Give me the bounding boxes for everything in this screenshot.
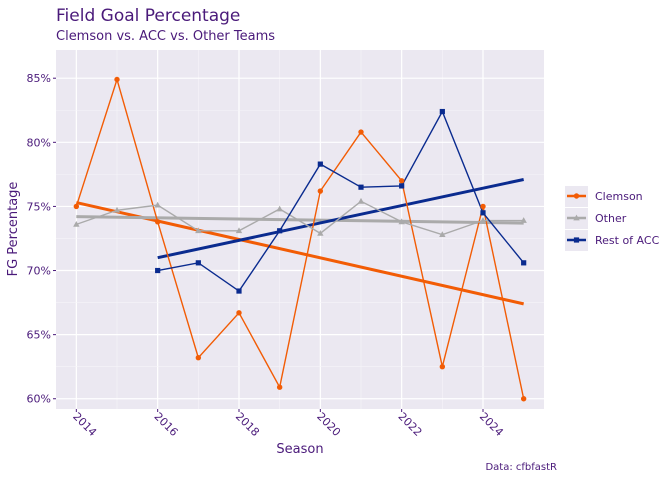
data-point	[235, 227, 243, 234]
data-point	[236, 288, 242, 294]
x-tick-label: 2014	[70, 410, 99, 439]
data-point	[155, 267, 161, 274]
data-point	[317, 188, 324, 194]
data-point	[520, 396, 527, 402]
data-point	[195, 227, 202, 234]
series-markers	[73, 76, 527, 402]
y-tick-label: 70%	[27, 265, 51, 278]
caption: Data: cfbfastR	[485, 462, 557, 473]
y-axis-title: FG Percentage	[6, 182, 21, 277]
y-tick-label: 60%	[27, 393, 51, 406]
data-point	[195, 355, 202, 361]
trend-line-rest-of-acc	[157, 178, 524, 260]
x-tick-label: 2022	[396, 410, 425, 439]
series-line-clemson	[75, 77, 525, 399]
data-point	[358, 184, 364, 190]
data-point	[195, 260, 201, 266]
legend-key-marker	[573, 193, 580, 199]
legend-key-marker	[573, 237, 580, 243]
y-tick-label: 85%	[27, 72, 51, 85]
data-point	[398, 218, 405, 225]
y-tick-label: 75%	[27, 200, 51, 213]
data-point	[480, 203, 486, 210]
series-line-other	[76, 200, 524, 236]
data-point	[439, 363, 446, 370]
trend-lines	[76, 178, 524, 306]
data-point	[154, 201, 161, 208]
data-point	[317, 229, 324, 236]
data-point	[520, 217, 527, 223]
data-point	[439, 108, 445, 115]
x-tick-label: 2024	[477, 410, 506, 439]
x-tick-label: 2020	[314, 410, 343, 439]
trend-line-other	[76, 215, 524, 225]
legend-key-marker	[573, 214, 580, 221]
x-tick-label: 2016	[152, 410, 181, 439]
data-point	[439, 231, 446, 238]
y-tick-label: 65%	[27, 329, 51, 342]
x-axis-ticks: 2014 2016 2018 2020 2022 2024	[70, 409, 506, 439]
data-point	[114, 76, 120, 83]
data-point	[236, 310, 242, 316]
x-axis-title: Season	[276, 442, 323, 457]
data-point	[73, 220, 80, 227]
data-point	[113, 206, 121, 213]
data-point	[317, 161, 323, 167]
plot-background	[56, 50, 544, 409]
legend-label: Rest of ACC	[595, 234, 660, 247]
data-point	[521, 260, 527, 266]
data-point	[358, 129, 364, 135]
grid	[56, 50, 544, 409]
legend-label: Clemson	[595, 190, 643, 203]
chart-title: Field Goal Percentage	[56, 6, 240, 26]
y-tick-label: 80%	[27, 136, 51, 149]
data-point	[480, 210, 486, 216]
data-point	[398, 178, 405, 184]
chart-subtitle: Clemson vs. ACC vs. Other Teams	[56, 29, 275, 44]
x-tick-label: 2018	[233, 410, 262, 439]
series-lines	[75, 77, 525, 399]
data-point	[276, 205, 283, 212]
legend: Clemson Other Rest of ACC	[565, 186, 660, 251]
series-line-rest-of-acc	[157, 109, 525, 293]
legend-label: Other	[595, 212, 627, 225]
data-point	[479, 217, 487, 223]
data-point	[154, 219, 161, 225]
data-point	[399, 183, 405, 189]
data-point	[73, 203, 80, 210]
trend-line-clemson	[76, 201, 524, 306]
y-axis-ticks: 60% 65% 70% 75% 80% 85%	[27, 72, 56, 406]
data-point	[277, 228, 283, 234]
data-point	[357, 197, 365, 204]
data-point	[276, 384, 283, 390]
